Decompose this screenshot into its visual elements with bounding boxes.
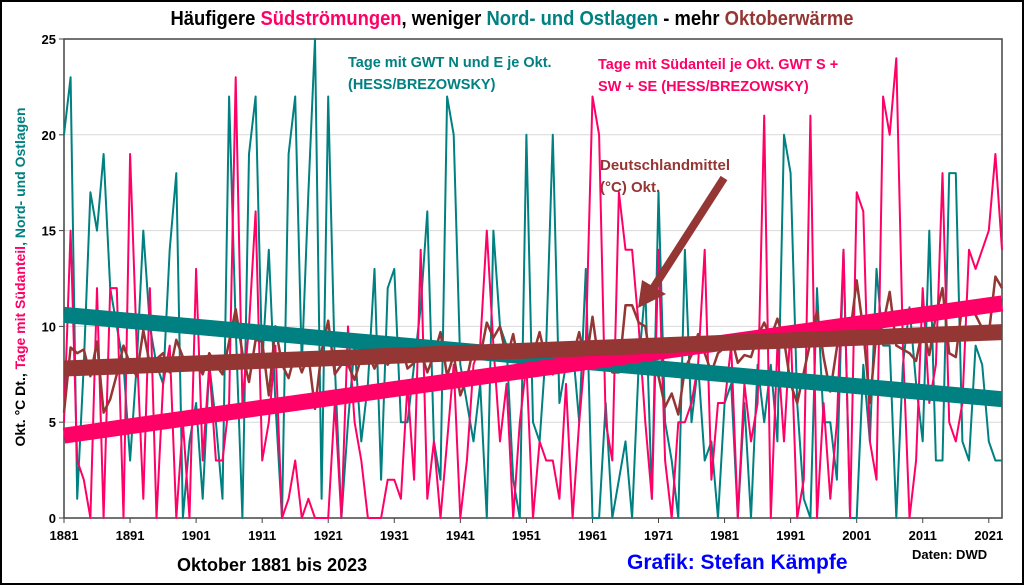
y-tick-label: 20 [42,128,56,143]
legend-temp-line1: Deutschlandmittel [600,157,731,174]
legend-north-east: Tage mit GWT N und E je Okt. (HESS/BREZOW… [348,52,552,96]
x-tick-label: 1991 [776,528,805,543]
legend-south: Tage mit Südanteil je Okt. GWT S + SW + S… [598,54,838,98]
ylabel-south: Tage mit Südanteil [12,245,28,370]
legend-north-east-line2: (HESS/BREZOWSKY) [348,77,496,93]
legend-temp-line2: (°C) Okt. [600,179,661,196]
y-tick-label: 15 [42,224,56,239]
data-source: Daten: DWD [912,547,988,562]
title-comma: , [401,8,407,30]
trend-line-temp [63,324,1003,377]
x-tick-label: 1911 [248,528,276,543]
series-line-north_east [63,38,1002,519]
x-tick-label: 1891 [116,528,145,543]
x-tick-label: 1981 [710,528,739,543]
arrow-shaft [648,175,728,293]
x-tick-label: 2021 [974,528,1003,543]
x-tick-label: 1971 [644,528,673,543]
title-part: weniger [406,8,487,30]
y-axis-label: Okt. °C Dt., Tage mit Südanteil, Nord- u… [12,107,28,446]
legend-north-east-line1: Tage mit GWT N und E je Okt. [348,55,552,71]
y-tick-label: 0 [49,511,56,526]
x-tick-label: 1921 [314,528,343,543]
x-tick-label: 1951 [512,528,541,543]
x-tick-label: 1881 [50,528,79,543]
y-tick-label: 10 [42,319,56,334]
legend-temp: Deutschlandmittel (°C) Okt. [600,155,730,199]
title-south: Südströmungen [260,8,402,30]
x-tick-label: 1961 [578,528,607,543]
x-tick-label: 1931 [380,528,409,543]
chart-title: Häufigere Südströmungen, weniger Nord- u… [43,8,981,31]
legend-south-line1: Tage mit Südanteil je Okt. GWT S + [598,57,839,73]
x-tick-label: 1901 [182,528,211,543]
y-tick-label: 25 [42,32,56,47]
y-tick-label: 5 [49,415,56,430]
title-part: - mehr [658,8,725,30]
x-axis-label: Oktober 1881 bis 2023 [177,555,368,575]
title-temp: Oktoberwärme [724,8,854,30]
credit: Grafik: Stefan Kämpfe [627,551,848,574]
arrow-head-icon [638,280,666,308]
x-tick-label: 2011 [909,528,937,543]
x-tick-label: 2001 [842,528,871,543]
title-north-east: Nord- und Ostlagen [486,8,659,30]
title-part: Häufigere [170,8,261,30]
ylabel-temp: Okt. °C Dt., [12,369,28,447]
legend-south-line2: SW + SE (HESS/BREZOWSKY) [598,79,809,95]
ylabel-north-east: , Nord- und Ostlagen [12,107,28,246]
x-tick-label: 1941 [446,528,475,543]
trend-line-south [62,295,1004,444]
